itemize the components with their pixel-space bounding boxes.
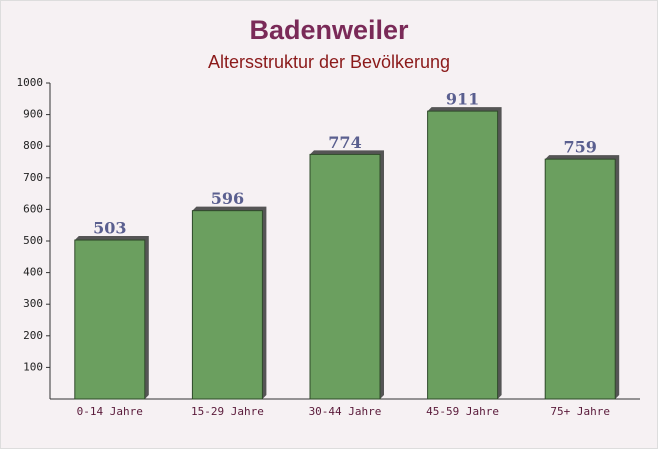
chart-subtitle: Altersstruktur der Bevölkerung — [208, 52, 450, 72]
value-label: 596 — [211, 189, 244, 208]
bar — [544, 158, 616, 400]
y-tick-label: 900 — [23, 108, 43, 121]
x-tick-label: 0-14 Jahre — [77, 405, 143, 418]
y-tick-label: 400 — [23, 266, 43, 279]
chart-title: Badenweiler — [249, 15, 409, 45]
y-tick-label: 800 — [23, 139, 43, 152]
y-tick-label: 600 — [23, 202, 43, 215]
bar — [74, 239, 146, 400]
value-label: 774 — [328, 133, 361, 152]
x-tick-label: 45-59 Jahre — [426, 405, 499, 418]
y-tick-label: 700 — [23, 171, 43, 184]
value-label: 911 — [446, 90, 479, 109]
bar — [427, 110, 499, 400]
x-tick-label: 15-29 Jahre — [191, 405, 264, 418]
y-tick-label: 500 — [23, 234, 43, 247]
y-tick-label: 300 — [23, 297, 43, 310]
x-tick-label: 30-44 Jahre — [309, 405, 382, 418]
x-tick-label: 75+ Jahre — [550, 405, 610, 418]
value-label: 503 — [93, 219, 126, 238]
value-label: 759 — [563, 138, 596, 157]
bar — [309, 153, 381, 400]
bar — [191, 210, 263, 400]
y-tick-label: 100 — [23, 360, 43, 373]
y-tick-label: 1000 — [17, 76, 44, 89]
y-tick-label: 200 — [23, 329, 43, 342]
